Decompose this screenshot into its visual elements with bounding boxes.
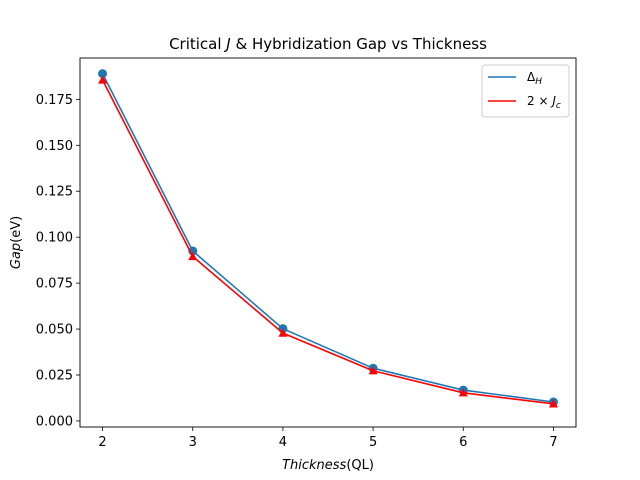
x-tick-label-0: 2 bbox=[98, 435, 106, 450]
x-tick-label-1: 3 bbox=[189, 435, 197, 450]
x-axis-label: Thickness(QL) bbox=[282, 458, 374, 473]
plot-area bbox=[98, 69, 558, 408]
y-tick-label-5: 0.125 bbox=[36, 185, 73, 200]
data-point-1-1 bbox=[188, 251, 198, 261]
data-point-1-4 bbox=[458, 388, 468, 397]
x-tick-label-5: 7 bbox=[549, 435, 557, 450]
y-tick-label-6: 0.150 bbox=[36, 139, 73, 154]
y-tick-label-7: 0.175 bbox=[36, 93, 73, 108]
y-tick-label-4: 0.100 bbox=[36, 231, 73, 246]
data-point-0-0 bbox=[98, 69, 108, 79]
x-tick-label-2: 4 bbox=[279, 435, 287, 450]
y-tick-label-0: 0.000 bbox=[36, 414, 73, 429]
y-axis-label: Gap(eV) bbox=[9, 216, 24, 269]
legend: ΔH 2 × Jc bbox=[481, 64, 570, 118]
y-tick-label-2: 0.050 bbox=[36, 323, 73, 338]
legend-box bbox=[481, 64, 570, 118]
x-tick-label-4: 6 bbox=[459, 435, 467, 450]
data-point-1-2 bbox=[278, 328, 288, 337]
legend-label-delta-h: ΔH bbox=[527, 70, 542, 87]
data-point-1-0 bbox=[98, 75, 108, 84]
axes-frame bbox=[79, 57, 577, 428]
y-tick-label-3: 0.075 bbox=[36, 277, 73, 292]
x-tick-label-3: 5 bbox=[369, 435, 377, 450]
data-point-1-5 bbox=[548, 399, 558, 408]
axis-ticks: 2 3 4 5 6 7 0.000 0.025 0.050 0.075 0.100 0.125 0.15… bbox=[36, 93, 558, 450]
chart-title: Critical J & Hybridization Gap vs Thickn… bbox=[169, 35, 487, 53]
series-line-0 bbox=[101, 73, 554, 403]
y-tick-label-1: 0.025 bbox=[36, 368, 73, 383]
data-point-1-3 bbox=[368, 366, 378, 375]
series-line-1 bbox=[101, 79, 554, 405]
legend-label-2jc: 2 × Jc bbox=[527, 94, 561, 111]
